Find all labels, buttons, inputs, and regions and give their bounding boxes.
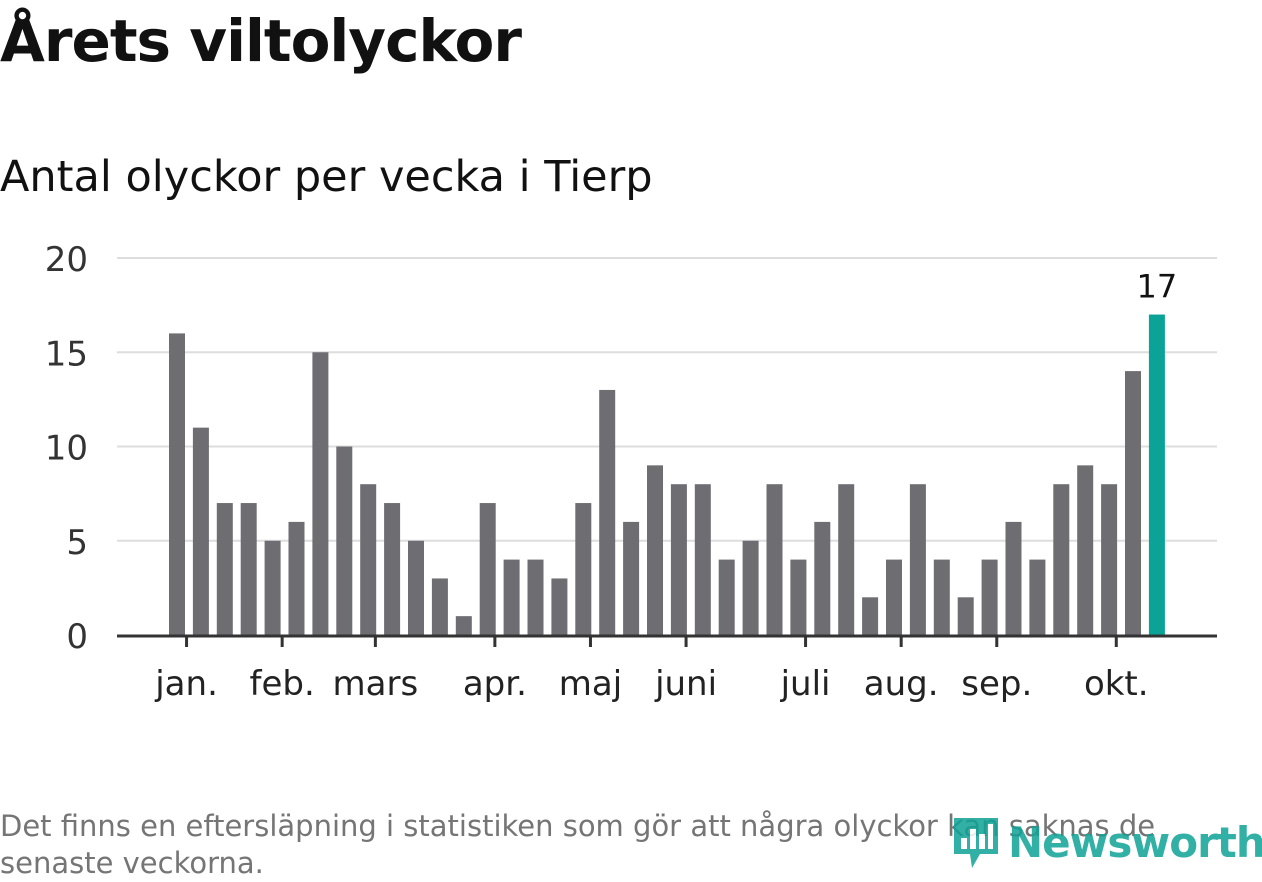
bar	[431, 578, 448, 635]
bar	[742, 540, 759, 635]
x-tick-label: maj	[559, 664, 622, 704]
bar	[599, 389, 616, 635]
bar	[288, 521, 305, 635]
x-tick-label: jan.	[154, 664, 218, 704]
bar	[575, 503, 592, 635]
bar	[264, 540, 281, 635]
bar	[933, 559, 950, 635]
bar	[886, 559, 902, 635]
y-tick-label: 20	[45, 240, 88, 280]
data-label: 17	[1137, 268, 1178, 306]
bar	[479, 503, 496, 635]
bar	[312, 352, 329, 635]
bar	[766, 484, 783, 635]
bar	[336, 446, 353, 635]
bar	[1005, 521, 1022, 635]
bar	[838, 484, 855, 635]
bar	[647, 465, 663, 635]
bar	[814, 521, 831, 635]
bar	[862, 597, 879, 635]
bar	[957, 597, 974, 635]
y-tick-label: 0	[66, 617, 88, 657]
y-axis-ticks: 0 5 10 15 20	[45, 240, 88, 657]
bars	[169, 314, 1165, 635]
bar	[1077, 465, 1094, 635]
bar	[384, 503, 401, 635]
bar	[1029, 559, 1046, 635]
bar	[909, 484, 926, 635]
newsworthy-logo: Newsworthy	[950, 812, 1262, 872]
y-tick-label: 15	[45, 334, 88, 374]
y-tick-label: 10	[45, 429, 88, 469]
x-axis-ticks: jan. feb. mars apr. maj juni juli aug. sep. okt.	[154, 636, 1149, 704]
bar	[981, 559, 998, 635]
bar	[455, 616, 472, 635]
bar	[216, 503, 233, 635]
x-tick-label: juni	[654, 664, 717, 704]
bar	[670, 484, 687, 635]
bar	[1125, 371, 1141, 635]
x-tick-label: apr.	[463, 664, 527, 704]
x-tick-label: aug.	[864, 664, 939, 704]
chart-subtitle: Antal olyckor per vecka i Tierp	[0, 152, 653, 202]
newsworthy-logo-text: Newsworthy	[1008, 817, 1262, 867]
bar	[694, 484, 711, 635]
x-tick-label: juli	[780, 664, 831, 704]
bar	[503, 559, 520, 635]
bar	[527, 559, 544, 635]
x-tick-label: mars	[333, 664, 419, 704]
bar	[1101, 484, 1118, 635]
bar	[408, 540, 424, 635]
bar	[192, 427, 209, 635]
x-tick-label: sep.	[961, 664, 1032, 704]
x-tick-label: feb.	[250, 664, 315, 704]
bar	[240, 503, 257, 635]
bar	[718, 559, 735, 635]
bar	[1053, 484, 1070, 635]
annotations: 17	[1137, 268, 1178, 306]
bar	[623, 521, 640, 635]
bar	[551, 578, 568, 635]
x-tick-label: okt.	[1084, 664, 1149, 704]
bar	[169, 333, 185, 635]
y-tick-label: 5	[66, 523, 88, 563]
newsworthy-logo-icon	[954, 818, 998, 868]
bar	[790, 559, 807, 635]
chart-title: Årets viltolyckor	[0, 7, 522, 75]
bar	[1148, 314, 1165, 635]
bar-chart: 0 5 10 15 20 jan. feb. mars apr. maj juni juli aug.…	[45, 240, 1217, 704]
bar	[360, 484, 377, 635]
gridlines	[117, 257, 1217, 542]
